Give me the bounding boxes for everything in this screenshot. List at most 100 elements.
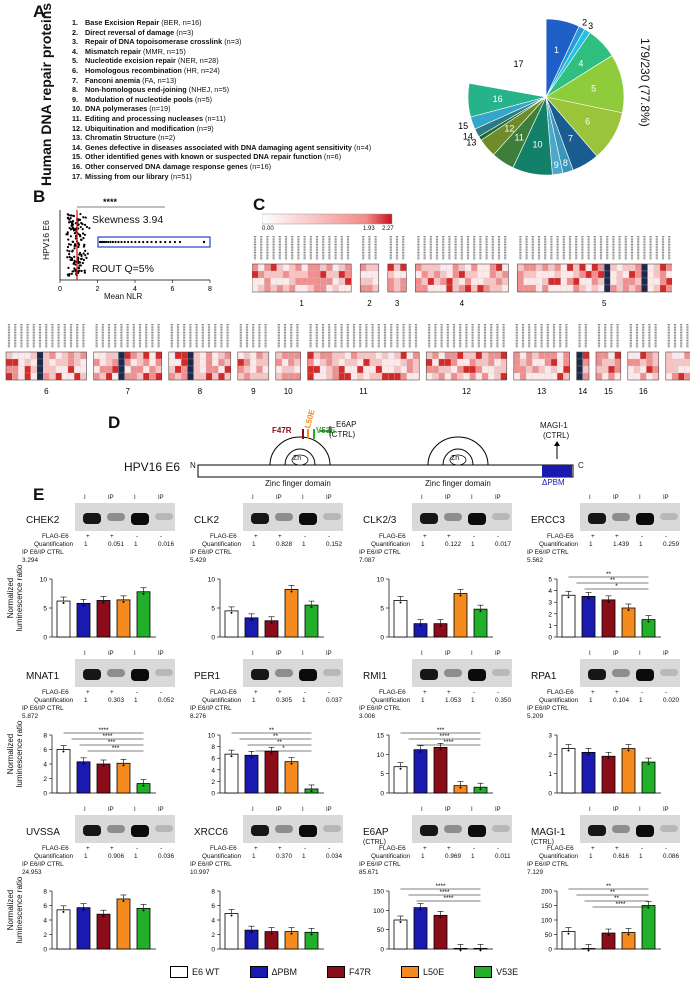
significance-label: **** [439, 733, 450, 740]
significance-label: **** [102, 733, 113, 740]
flag-sign: - [473, 845, 476, 852]
quantification-value: 0.052 [158, 697, 174, 704]
bar [136, 783, 151, 794]
bar-chart-ytick: 2 [211, 779, 215, 786]
flag-sign: - [328, 845, 331, 852]
category-count: (n=5) [192, 94, 213, 104]
quantification-value: 0.086 [663, 853, 679, 860]
bar-chart-ytick: 50 [377, 927, 385, 934]
bar [561, 748, 576, 794]
western-blot-image [580, 815, 680, 843]
bar-chart-ytick: 2 [211, 932, 215, 939]
flag-sign: - [304, 845, 307, 852]
category-item: 10. DNA polymerases (n=19) [72, 104, 371, 114]
category-count: (n=19) [147, 104, 171, 114]
bar [473, 608, 488, 638]
blot-row-label: IP E6/IP CTRL [22, 705, 64, 712]
dpbm-label: ΔPBM [542, 478, 565, 487]
flag-sign: + [423, 689, 427, 696]
blot-lane-label: IP [326, 651, 332, 657]
bar-chart-ytick: 0 [43, 947, 47, 954]
bar-chart-ytick: 0 [548, 791, 552, 798]
bar-chart-ytick: 8 [43, 889, 47, 896]
pbm-box [542, 465, 572, 477]
legend-item: ΔPBM [249, 966, 297, 978]
category-number: 3. [72, 37, 79, 47]
blot-lane-label: I [302, 495, 304, 501]
quantification-value: 1 [589, 697, 593, 704]
significance-label: ** [614, 895, 620, 902]
flag-sign: + [615, 533, 619, 540]
bar [304, 931, 319, 950]
blot-target-name: CHEK2 [26, 515, 60, 526]
blot-lane-label: I [134, 651, 136, 657]
quantification-value: 1 [252, 697, 256, 704]
quantification-value: 0.104 [613, 697, 629, 704]
blot-lane-label: IP [108, 495, 114, 501]
scatter-xtick: 8 [208, 286, 212, 293]
blot-row-label: IP E6/IP CTRL [359, 861, 401, 868]
legend-item: F47R [327, 966, 371, 978]
blot-row-label: FLAG-E6 [379, 533, 406, 540]
quantification-value: 1 [84, 541, 88, 548]
blot-row-label: Quantification [34, 541, 74, 548]
zn-label-2: Zn [451, 455, 460, 462]
blot-lane-label: I [302, 651, 304, 657]
category-item: 8. Non-homologous end-joining (NHEJ, n=5) [72, 85, 371, 95]
category-number: 9. [72, 94, 79, 104]
blot-target-name: XRCC6 [194, 827, 228, 838]
bar [393, 766, 408, 794]
category-number: 13. [72, 133, 83, 143]
category-name: Other conserved DNA damage response gene… [85, 161, 248, 171]
quantification-value: 1.439 [613, 541, 629, 548]
flag-sign: - [473, 689, 476, 696]
blot-lane-label: I [589, 807, 591, 813]
significance-label: * [282, 745, 285, 752]
pie-slice-label: 14 [463, 132, 473, 142]
bar-chart-ylabel: Normalized luminescence ratio [6, 564, 24, 632]
heatmap-color-scale [262, 213, 393, 225]
ip-ratio-value: 5.872 [22, 713, 38, 720]
diagram-c-terminus: C [578, 461, 584, 470]
pie-slice [468, 18, 547, 98]
bar [641, 761, 656, 794]
quantification-value: 0.305 [276, 697, 292, 704]
bar-chart-ytick: 100 [373, 908, 384, 915]
blot-row-label: Quantification [34, 853, 74, 860]
heatmap-group-label: 2 [367, 299, 372, 308]
scatter-signif: **** [103, 197, 118, 207]
f47r-label: F47R [272, 426, 292, 435]
panel-b-letter: B [33, 187, 46, 206]
category-number: 8. [72, 85, 79, 95]
category-item: 6. Homologous recombination (HR, n=24) [72, 66, 371, 76]
bar [304, 604, 319, 638]
quantification-value: 0.370 [276, 853, 292, 860]
legend-swatch [401, 966, 420, 978]
scatter-xtick: 4 [133, 286, 137, 293]
bar-chart-ytick: 1 [548, 771, 552, 778]
blot-lane-label: I [421, 807, 423, 813]
category-name: Other identified genes with known or sus… [85, 152, 322, 162]
bar-chart-ytick: 4 [548, 588, 552, 595]
blot-target-name: E6AP [363, 827, 389, 838]
heatmap-group-label: 10 [284, 387, 293, 396]
pie-slice-label: 4 [578, 59, 583, 69]
blot-lane-label: IP [326, 807, 332, 813]
category-item: 15. Other identified genes with known or … [72, 152, 371, 162]
western-blot-image [75, 659, 175, 687]
quantification-value: 1 [302, 697, 306, 704]
quantification-value: 1 [589, 541, 593, 548]
legend-label: E6 WT [192, 967, 220, 977]
flag-sign: + [86, 533, 90, 540]
blot-target-sub: (CTRL) [531, 839, 554, 846]
ip-ratio-value: 5.562 [527, 557, 543, 564]
blot-lane-label: I [471, 807, 473, 813]
significance-label: **** [615, 901, 626, 908]
blot-lane-label: I [421, 651, 423, 657]
significance-label: **** [439, 889, 450, 896]
bar-chart-ytick: 4 [211, 918, 215, 925]
quantification-value: 0.016 [158, 541, 174, 548]
category-name: Editing and processing nucleases [85, 113, 203, 123]
